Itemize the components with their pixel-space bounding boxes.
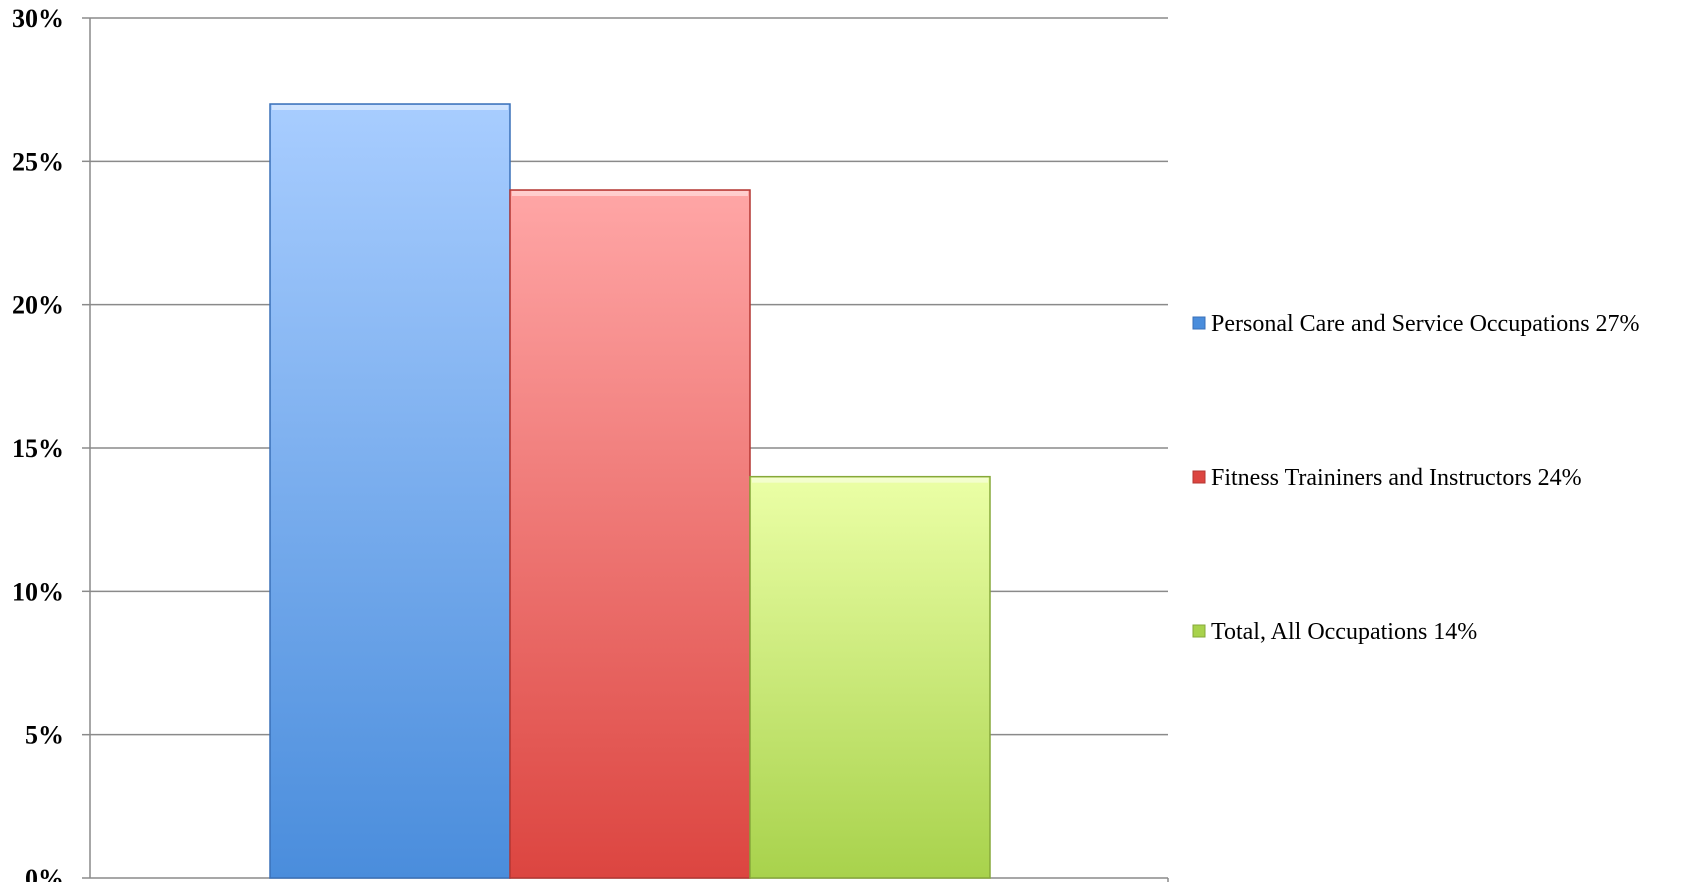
bars	[269, 103, 991, 879]
y-tick-label: 10%	[12, 577, 64, 606]
bar	[749, 475, 991, 879]
bar-highlight	[752, 477, 988, 483]
axes: 0% 5% 10% 15% 20% 25% 30%	[12, 4, 1169, 882]
bar	[509, 189, 751, 879]
legend-label: Total, All Occupations 14%	[1211, 619, 1477, 645]
bar	[269, 103, 511, 879]
y-tick-label: 5%	[25, 721, 64, 750]
y-tick-label: 30%	[12, 4, 64, 33]
legend-swatch	[1192, 624, 1206, 638]
legend: Personal Care and Service Occupations 27…	[1192, 311, 1640, 645]
y-tick-label: 15%	[12, 434, 64, 463]
bar-highlight	[512, 191, 748, 196]
legend-label: Fitness Traininers and Instructors 24%	[1211, 465, 1582, 491]
bar-highlight	[272, 105, 508, 110]
legend-swatch	[1192, 316, 1206, 330]
legend-swatch	[1192, 470, 1206, 484]
y-tick-label: 0%	[25, 864, 64, 882]
legend-label: Personal Care and Service Occupations 27…	[1211, 311, 1640, 337]
y-tick-label: 25%	[12, 147, 64, 176]
y-tick-label: 20%	[12, 291, 64, 320]
